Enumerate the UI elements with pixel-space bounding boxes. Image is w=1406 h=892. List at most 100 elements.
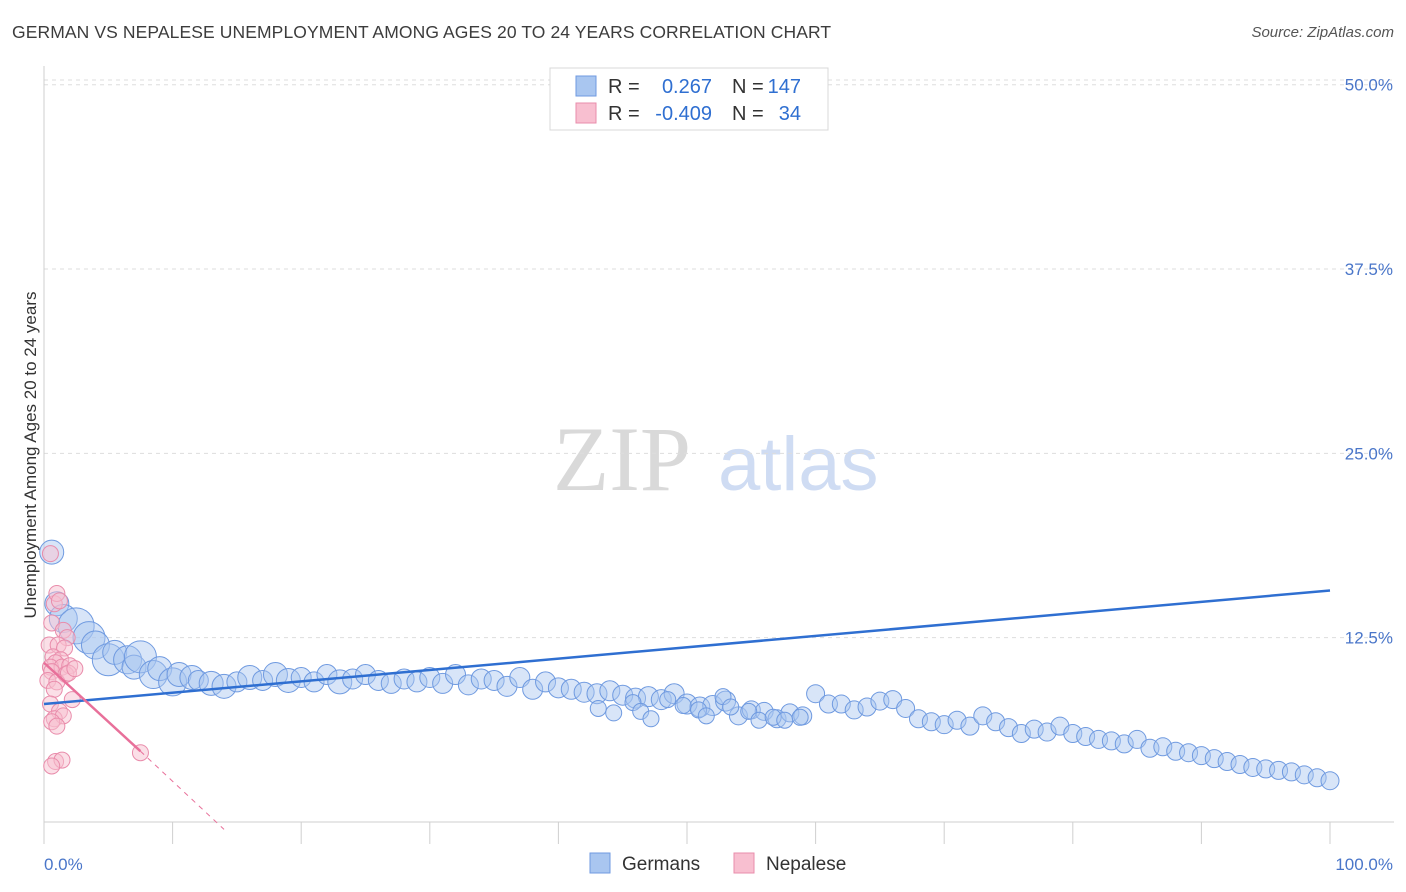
german-point xyxy=(1153,737,1173,757)
german-point xyxy=(642,710,660,728)
nepalese-point xyxy=(43,757,61,775)
bottom-legend-swatch-nepalese xyxy=(733,852,755,874)
german-point xyxy=(158,667,188,697)
legend-r-value-german: 0.267 xyxy=(662,76,712,98)
german-point xyxy=(650,689,672,711)
german-point xyxy=(1320,771,1340,791)
nepalese-point xyxy=(45,680,63,698)
bottom-legend-swatch-german xyxy=(589,852,611,874)
tick-labels: 12.5% 25.0% 37.5% 50.0% 0.0% 100.0% xyxy=(44,76,1393,874)
nepalese-trend-line xyxy=(43,661,142,753)
y-axis-title: Unemployment Among Ages 20 to 24 years xyxy=(21,292,40,619)
legend-r-label-german: R = xyxy=(608,76,640,98)
german-point xyxy=(921,712,941,732)
trend-lines xyxy=(43,589,1331,830)
german-point xyxy=(445,664,467,686)
german-point xyxy=(1024,719,1044,739)
german-point xyxy=(1114,734,1134,754)
nepalese-point xyxy=(66,660,84,678)
nepalese-point xyxy=(41,545,59,563)
legend-n-value-german: 147 xyxy=(768,76,801,98)
german-point xyxy=(113,645,143,675)
german-point xyxy=(1294,765,1314,785)
german-point xyxy=(1191,746,1211,766)
german-point xyxy=(831,694,851,714)
german-point xyxy=(697,707,715,725)
german-point xyxy=(1179,743,1199,763)
bottom-legend: Germans Nepalese xyxy=(589,852,846,875)
y-tick-label: 37.5% xyxy=(1345,260,1393,279)
german-point xyxy=(1101,731,1121,751)
german-point xyxy=(522,678,544,700)
german-point xyxy=(1011,724,1031,744)
german-point xyxy=(432,672,454,694)
german-point xyxy=(908,709,928,729)
german-points xyxy=(39,539,1340,791)
german-point xyxy=(237,664,263,690)
german-point xyxy=(806,684,826,704)
german-point xyxy=(342,668,364,690)
german-point xyxy=(327,669,353,695)
german-point xyxy=(457,674,479,696)
x-tick-label: 0.0% xyxy=(44,855,83,874)
german-point xyxy=(986,712,1006,732)
german-point xyxy=(896,698,916,718)
watermark-zip: ZIP xyxy=(553,408,691,510)
gridlines xyxy=(44,79,1394,639)
bottom-legend-label-nepalese: Nepalese xyxy=(766,854,846,875)
german-point xyxy=(483,669,505,691)
german-point xyxy=(776,711,794,729)
legend-swatch-german xyxy=(575,75,597,97)
german-point xyxy=(262,662,288,688)
legend-n-label-german: N = xyxy=(732,76,764,98)
legend: R = 0.267 N = 147 R = -0.409 N = 34 xyxy=(549,67,829,131)
german-point xyxy=(179,664,205,690)
german-point xyxy=(857,697,877,717)
german-point xyxy=(589,699,607,717)
x-tick-label: 100.0% xyxy=(1335,855,1393,874)
german-point xyxy=(166,662,192,688)
german-point xyxy=(1281,762,1301,782)
german-point xyxy=(659,691,677,709)
legend-r-value-nepalese: -0.409 xyxy=(655,103,712,125)
nepalese-point xyxy=(48,717,66,735)
german-trend-line xyxy=(43,589,1331,706)
axes xyxy=(43,66,1394,844)
y-tick-label: 25.0% xyxy=(1345,444,1393,463)
chart-title: GERMAN VS NEPALESE UNEMPLOYMENT AMONG AG… xyxy=(12,22,832,42)
german-point xyxy=(674,697,692,715)
german-point xyxy=(1217,752,1237,772)
german-point xyxy=(586,683,608,705)
german-point xyxy=(560,678,582,700)
german-point xyxy=(1063,724,1083,744)
german-point xyxy=(1037,722,1057,742)
german-point xyxy=(419,666,441,688)
german-point xyxy=(1204,749,1224,769)
legend-r-label-nepalese: R = xyxy=(608,103,640,125)
nepalese-point xyxy=(50,592,68,610)
nepalese-trend-extension xyxy=(140,750,225,830)
legend-swatch-nepalese xyxy=(575,102,597,124)
bottom-legend-label-german: Germans xyxy=(622,854,700,875)
german-point xyxy=(791,708,809,726)
german-point xyxy=(960,716,980,736)
legend-n-label-nepalese: N = xyxy=(732,103,764,125)
german-point xyxy=(147,656,173,682)
german-point xyxy=(750,711,768,729)
german-point xyxy=(496,675,518,697)
german-point xyxy=(1076,726,1096,746)
german-point xyxy=(676,693,698,715)
german-point xyxy=(934,715,954,735)
german-point xyxy=(612,684,634,706)
german-point xyxy=(844,700,864,720)
german-point xyxy=(722,698,740,716)
german-point xyxy=(973,706,993,726)
german-point xyxy=(535,671,557,693)
watermark-atlas: atlas xyxy=(718,422,879,507)
german-point xyxy=(605,704,623,722)
y-tick-label: 50.0% xyxy=(1345,76,1393,95)
german-point xyxy=(999,718,1018,738)
y-tick-label: 12.5% xyxy=(1345,629,1393,648)
german-point xyxy=(393,668,415,690)
